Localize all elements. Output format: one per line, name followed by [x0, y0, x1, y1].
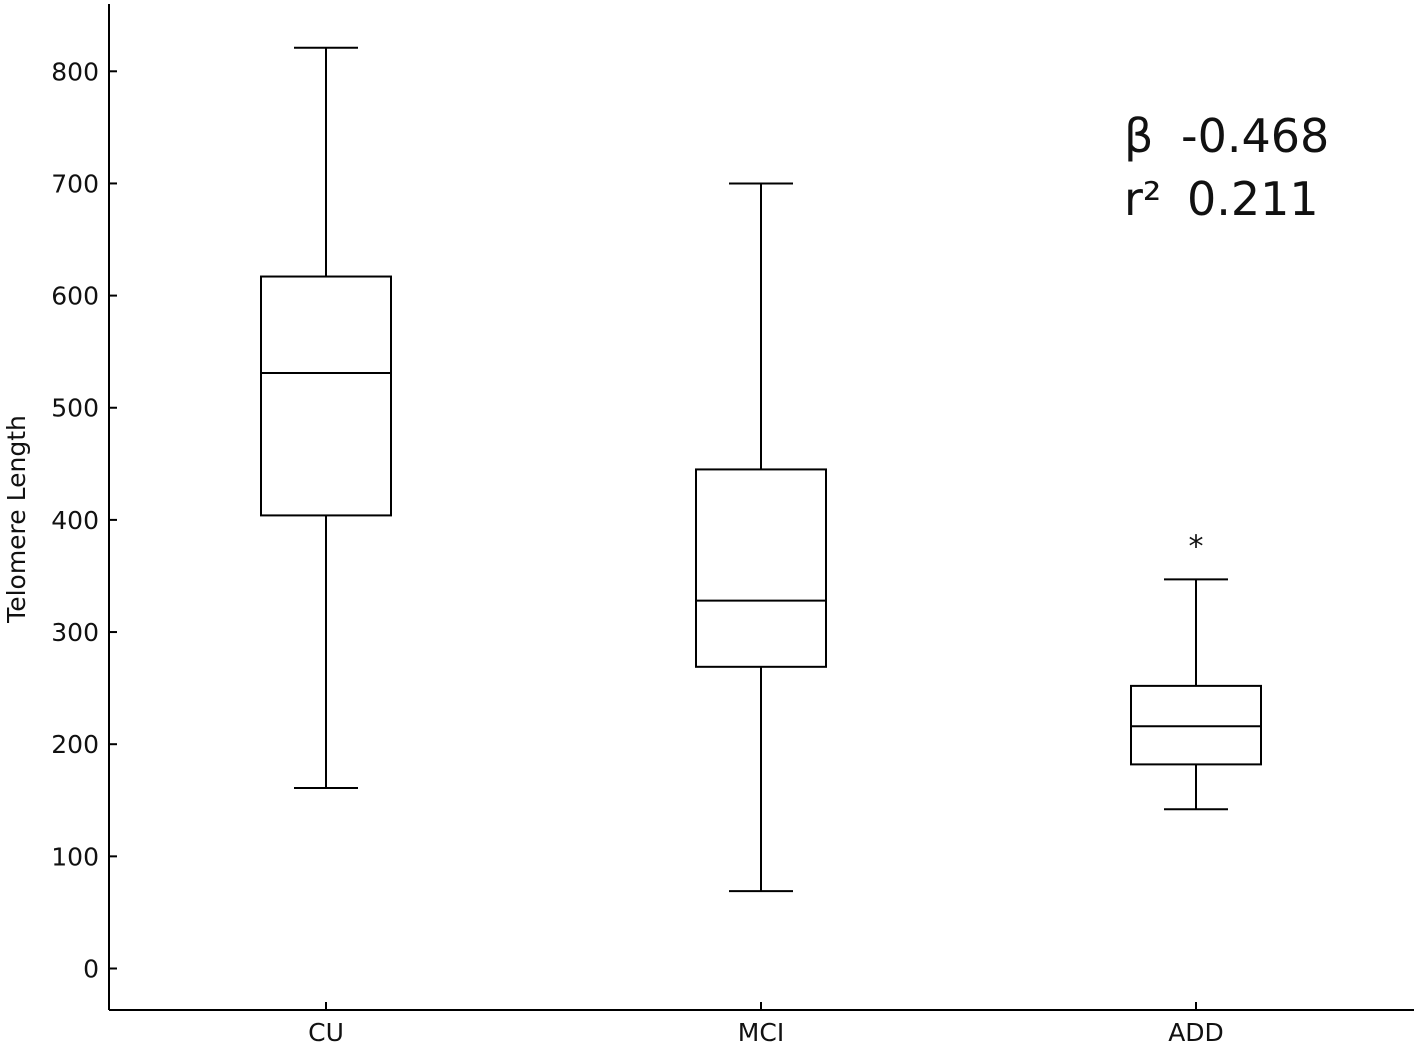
y-axis-title: Telomere Length [2, 415, 31, 624]
x-tick-label: MCI [738, 1018, 784, 1044]
y-tick-label: 600 [51, 282, 99, 311]
box-cu [260, 46, 392, 789]
boxes [260, 46, 1262, 893]
y-tick-label: 400 [51, 506, 99, 535]
r2-value: 0.211 [1187, 172, 1319, 226]
y-tick-label: 700 [51, 169, 99, 198]
y-tick-label: 300 [51, 618, 99, 647]
y-ticks: 0 100 200 300 400 500 600 700 800 [51, 57, 117, 984]
x-tick-label: ADD [1168, 1018, 1224, 1044]
beta-label: β [1124, 109, 1153, 163]
y-tick-label: 800 [51, 57, 99, 86]
iqr-box [695, 468, 827, 668]
y-tick-label: 500 [51, 394, 99, 423]
outlier-marker: * [1189, 529, 1204, 564]
box-mci [695, 182, 827, 893]
r2-label: r² [1124, 172, 1161, 226]
y-tick-label: 0 [83, 955, 99, 984]
outliers: * [1189, 529, 1204, 564]
box-add [1130, 578, 1262, 811]
y-tick-label: 100 [51, 842, 99, 871]
iqr-box [260, 275, 392, 517]
x-ticks: CU MCI ADD [308, 1002, 1224, 1044]
y-tick-label: 200 [51, 730, 99, 759]
iqr-box [1130, 684, 1262, 766]
x-tick-label: CU [308, 1018, 344, 1044]
beta-value: -0.468 [1181, 109, 1329, 163]
regression-stats: β -0.468 r² 0.211 [1124, 109, 1329, 226]
